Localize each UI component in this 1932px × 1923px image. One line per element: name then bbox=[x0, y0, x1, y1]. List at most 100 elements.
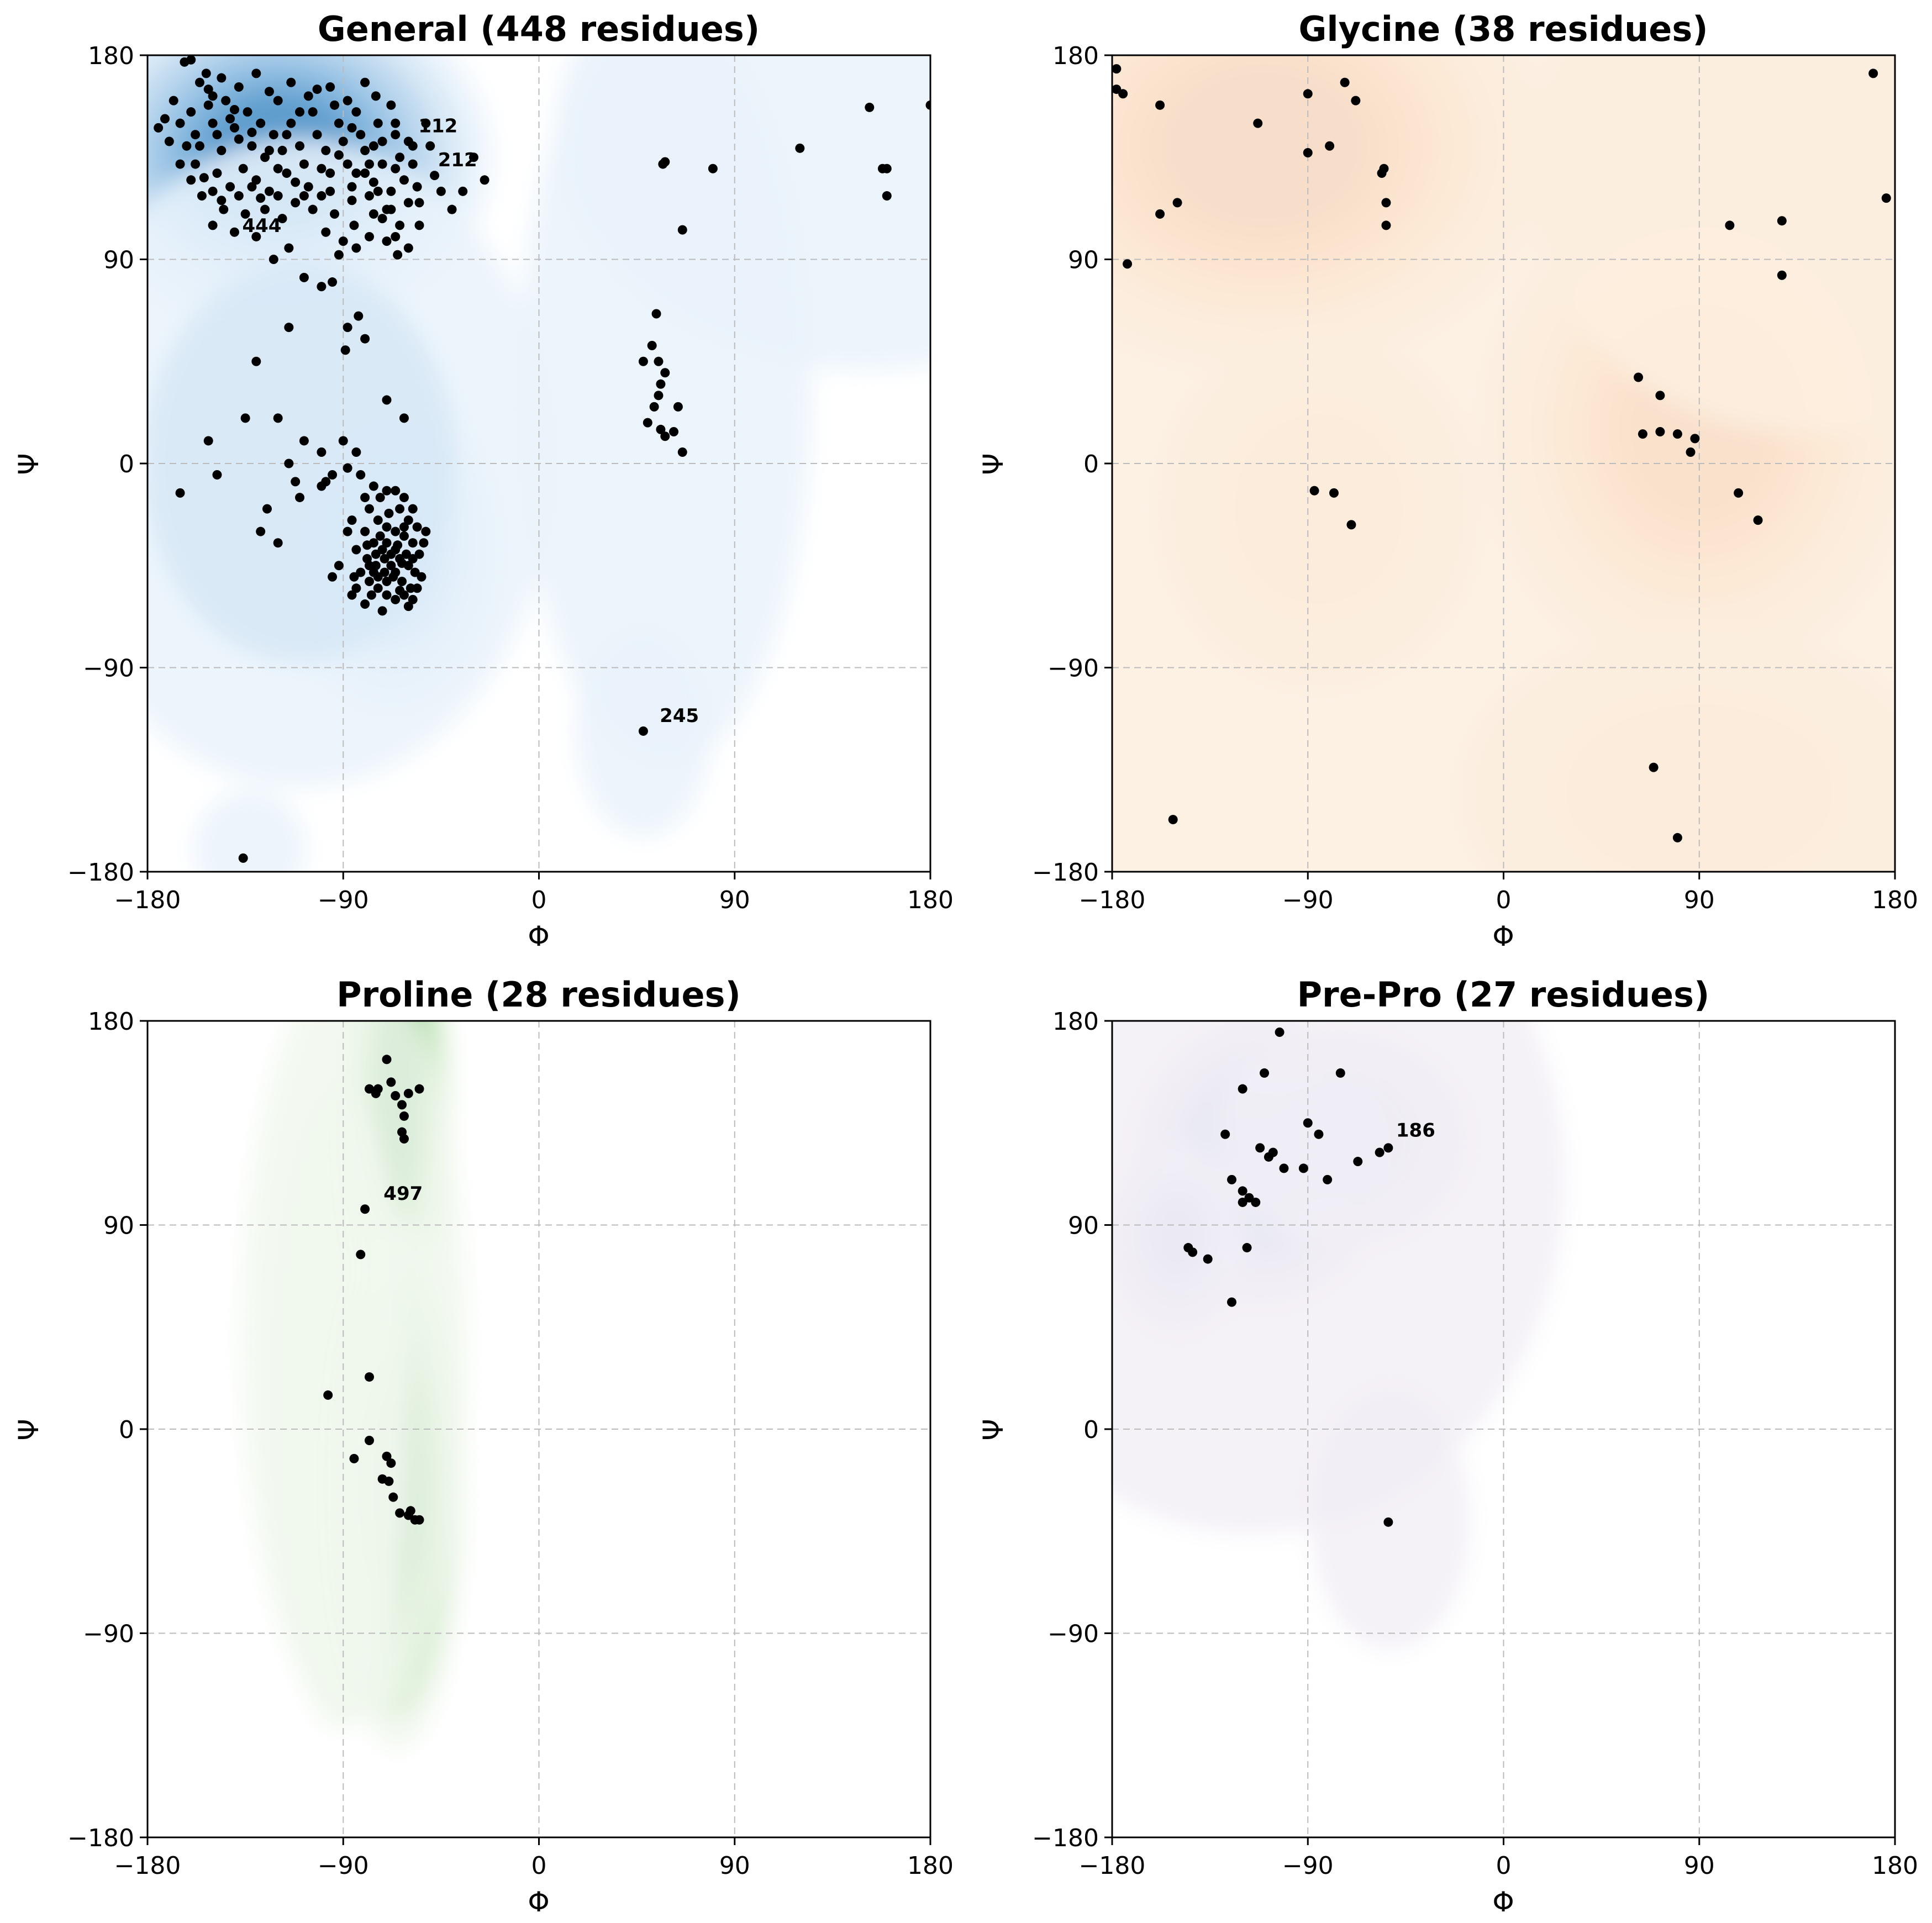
data-point bbox=[154, 123, 164, 133]
data-point bbox=[638, 726, 648, 736]
data-point bbox=[273, 191, 283, 201]
data-point bbox=[677, 447, 687, 457]
data-point bbox=[360, 493, 370, 503]
data-point bbox=[1686, 447, 1696, 457]
data-point bbox=[303, 91, 313, 101]
data-point bbox=[1298, 1163, 1308, 1173]
data-points bbox=[1183, 1028, 1393, 1527]
data-point bbox=[403, 515, 413, 525]
data-point bbox=[208, 91, 218, 101]
data-point bbox=[351, 168, 361, 178]
data-point bbox=[408, 594, 418, 604]
data-point bbox=[284, 243, 294, 253]
x-tick-label: 0 bbox=[1496, 886, 1512, 914]
data-point bbox=[343, 323, 352, 333]
data-point bbox=[399, 175, 409, 185]
data-point bbox=[203, 85, 213, 94]
data-point bbox=[351, 243, 361, 253]
residue-label: 245 bbox=[660, 705, 699, 727]
data-point bbox=[1168, 815, 1178, 825]
data-point bbox=[221, 96, 231, 106]
data-point bbox=[1777, 216, 1787, 226]
data-point bbox=[391, 130, 401, 140]
data-point bbox=[425, 141, 435, 151]
y-tick-label: 0 bbox=[119, 450, 134, 478]
y-tick-label: −90 bbox=[1047, 655, 1099, 683]
y-tick-label: −180 bbox=[1032, 858, 1099, 887]
data-point bbox=[1260, 1068, 1270, 1078]
data-point bbox=[406, 1506, 415, 1516]
data-point bbox=[334, 561, 344, 571]
data-point bbox=[343, 159, 352, 169]
data-point bbox=[325, 82, 335, 92]
data-point bbox=[260, 152, 270, 162]
data-point bbox=[182, 141, 192, 151]
residue-label: 444 bbox=[242, 215, 281, 237]
data-point bbox=[382, 590, 392, 600]
data-point bbox=[660, 368, 670, 378]
data-point bbox=[382, 538, 392, 548]
data-point bbox=[382, 486, 392, 496]
data-point bbox=[1118, 89, 1128, 99]
data-point bbox=[673, 402, 683, 412]
data-point bbox=[356, 1250, 366, 1260]
data-point bbox=[395, 586, 405, 596]
data-point bbox=[1638, 429, 1647, 439]
residue-annotations: 112 212 444 245 bbox=[242, 115, 699, 726]
x-tick-label: −180 bbox=[1079, 886, 1146, 914]
data-point bbox=[286, 118, 296, 128]
x-tick-label: −180 bbox=[1079, 1852, 1146, 1880]
data-point bbox=[414, 549, 424, 559]
data-point bbox=[651, 309, 661, 319]
y-tick-label: 180 bbox=[1052, 1008, 1099, 1036]
data-point bbox=[229, 227, 239, 237]
panel-prepro: Pre-Pro (27 residues) 186 −180 −90 0 90 180−… bbox=[977, 974, 1918, 1918]
data-point bbox=[1381, 220, 1391, 230]
data-point bbox=[395, 1508, 405, 1518]
data-point bbox=[384, 1476, 394, 1486]
axis-ticks: −180 −90 0 90 180 −180 −90 0 90 180 bbox=[67, 42, 954, 914]
data-point bbox=[397, 1127, 407, 1137]
data-point bbox=[408, 504, 418, 514]
data-point bbox=[284, 459, 294, 468]
data-point bbox=[321, 145, 331, 155]
data-point bbox=[395, 220, 405, 230]
density-level-3-0 bbox=[271, 1082, 407, 1731]
data-point bbox=[175, 159, 185, 169]
data-point bbox=[273, 96, 283, 106]
data-point bbox=[360, 77, 370, 87]
x-tick-label: 90 bbox=[1684, 1852, 1715, 1880]
data-point bbox=[334, 250, 344, 260]
data-point bbox=[1868, 69, 1878, 78]
axis-ticks: −180 −90 0 90 180 −180 −90 0 90 180 bbox=[67, 1008, 954, 1880]
data-point bbox=[186, 107, 196, 117]
data-point bbox=[1379, 164, 1389, 173]
data-point bbox=[397, 1100, 407, 1110]
data-point bbox=[480, 175, 489, 185]
data-point bbox=[1655, 391, 1665, 401]
data-point bbox=[328, 470, 338, 480]
data-point bbox=[364, 159, 374, 169]
data-point bbox=[317, 282, 327, 292]
data-point bbox=[351, 447, 361, 457]
data-point bbox=[647, 341, 657, 351]
data-point bbox=[340, 345, 350, 355]
data-point bbox=[1238, 1084, 1247, 1094]
data-point bbox=[882, 191, 892, 201]
data-point bbox=[382, 1055, 392, 1065]
data-point bbox=[1383, 1517, 1393, 1527]
data-point bbox=[410, 567, 420, 577]
data-point bbox=[399, 1111, 409, 1121]
data-point bbox=[882, 164, 892, 173]
data-point bbox=[269, 255, 278, 264]
data-point bbox=[638, 356, 648, 366]
data-point bbox=[186, 55, 196, 65]
data-point bbox=[234, 134, 244, 144]
data-point bbox=[373, 572, 383, 582]
grid-lines bbox=[1112, 1021, 1895, 1837]
data-point bbox=[354, 311, 364, 321]
y-tick-label: 0 bbox=[1083, 450, 1099, 478]
data-point bbox=[325, 168, 335, 178]
data-point bbox=[351, 107, 361, 117]
